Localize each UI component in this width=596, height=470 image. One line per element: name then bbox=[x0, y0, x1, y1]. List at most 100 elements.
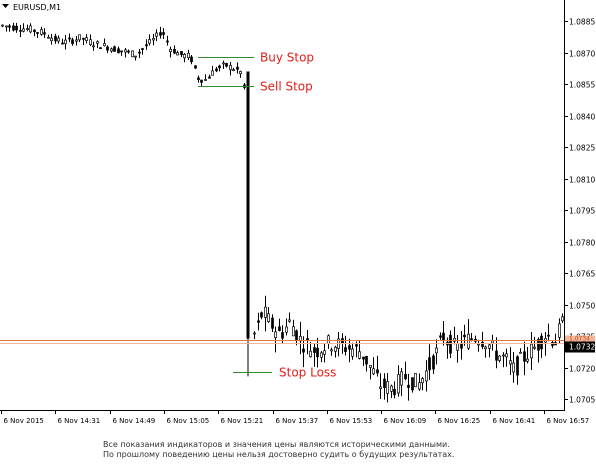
candle-body bbox=[15, 25, 18, 31]
candle-body bbox=[463, 334, 466, 338]
candle-body bbox=[141, 48, 144, 50]
candle-body bbox=[187, 52, 190, 59]
disclaimer-line-2: По прошлому поведению цены нельзя достов… bbox=[103, 450, 455, 459]
candle-body bbox=[467, 333, 470, 349]
candle-body bbox=[264, 306, 267, 318]
candle-body bbox=[390, 385, 393, 392]
candle-body bbox=[285, 326, 288, 333]
candle-body bbox=[495, 350, 498, 361]
candle-body bbox=[477, 343, 480, 346]
candle-body bbox=[96, 41, 99, 44]
candle-body bbox=[190, 56, 193, 63]
time-tick-label: 6 Nov 15:05 bbox=[167, 417, 210, 425]
candle-body bbox=[26, 28, 29, 30]
candle-body bbox=[89, 39, 92, 45]
candle-body bbox=[484, 346, 487, 350]
candle-body bbox=[22, 28, 25, 32]
candle-body bbox=[82, 37, 85, 40]
candle-body bbox=[498, 355, 501, 361]
candle-body bbox=[57, 37, 60, 42]
candle-body bbox=[232, 69, 235, 71]
price-tick-label: 1.0870 bbox=[569, 50, 595, 59]
candle-body bbox=[253, 332, 256, 335]
candle-body bbox=[561, 316, 564, 322]
candle-body bbox=[558, 323, 561, 338]
time-tick-label: 6 Nov 16:09 bbox=[384, 417, 427, 425]
candle-body bbox=[8, 25, 11, 28]
symbol-title: EURUSD,M1 bbox=[13, 3, 61, 12]
candle-body bbox=[155, 32, 158, 37]
time-tick-label: 6 Nov 2015 bbox=[4, 417, 44, 425]
candle-body bbox=[442, 332, 445, 341]
candle-body bbox=[330, 349, 333, 352]
candle-body bbox=[218, 65, 221, 69]
candles bbox=[1, 22, 564, 403]
candle-body bbox=[75, 39, 78, 42]
candle-body bbox=[435, 347, 438, 354]
candle-body bbox=[110, 48, 113, 52]
price-tick-label: 1.0825 bbox=[569, 144, 595, 153]
price-tick-label: 1.0765 bbox=[569, 270, 595, 279]
candle-body bbox=[400, 371, 403, 386]
chart-title[interactable]: EURUSD,M1 bbox=[2, 3, 61, 12]
candle-body bbox=[138, 51, 141, 54]
candle-body bbox=[236, 66, 239, 70]
candle-body bbox=[5, 25, 8, 28]
candle-body bbox=[383, 378, 386, 388]
candle-body bbox=[512, 362, 515, 373]
candle-body bbox=[288, 319, 291, 322]
candle-body bbox=[397, 374, 400, 394]
time-tick-label: 6 Nov 16:25 bbox=[438, 417, 481, 425]
candle-body bbox=[92, 45, 95, 48]
candle-body bbox=[85, 37, 88, 42]
price-tick-label: 1.0885 bbox=[569, 18, 595, 27]
time-tick-label: 6 Nov 16:41 bbox=[493, 417, 536, 425]
level-label: Stop Loss bbox=[279, 366, 336, 380]
candle-body bbox=[393, 388, 396, 396]
candle-body bbox=[68, 37, 71, 40]
candle-body bbox=[257, 320, 260, 323]
candle-body bbox=[211, 70, 214, 76]
time-tick-label: 6 Nov 14:49 bbox=[113, 417, 156, 425]
candle-body bbox=[267, 313, 270, 322]
current-price-marker bbox=[565, 335, 595, 342]
candle-body bbox=[124, 49, 127, 53]
time-axis-ticks: 6 Nov 2015 6 Nov 14:31 6 Nov 14:49 6 Nov 15… bbox=[1, 410, 590, 425]
candle-body bbox=[145, 44, 148, 47]
candle-body bbox=[526, 358, 529, 362]
candle-body bbox=[418, 382, 421, 390]
candle-body bbox=[505, 353, 508, 358]
candle-body bbox=[166, 40, 169, 43]
time-tick-label: 6 Nov 16:57 bbox=[547, 417, 590, 425]
candle-body bbox=[351, 348, 354, 357]
candle-body bbox=[120, 50, 123, 53]
candle-body bbox=[159, 32, 162, 36]
candle-body bbox=[225, 63, 228, 67]
candle-body bbox=[200, 79, 203, 83]
candle-body bbox=[239, 71, 242, 75]
triangle-down-icon[interactable] bbox=[2, 4, 9, 8]
candle-body bbox=[456, 343, 459, 351]
candle-body bbox=[106, 46, 109, 51]
candle-body bbox=[162, 32, 165, 35]
candle-body bbox=[376, 369, 379, 374]
candle-body bbox=[358, 351, 361, 359]
price-tick-label: 1.0720 bbox=[569, 365, 595, 374]
candle-body bbox=[274, 331, 277, 338]
candle-body bbox=[421, 378, 424, 384]
price-tick-label: 1.0840 bbox=[569, 113, 595, 122]
candle-body bbox=[229, 65, 232, 71]
candle-body bbox=[29, 25, 32, 33]
candle-body bbox=[533, 346, 536, 349]
time-tick-label: 6 Nov 15:53 bbox=[330, 417, 373, 425]
candle-body bbox=[540, 335, 543, 350]
price-tick-label: 1.0750 bbox=[569, 302, 595, 311]
candle-body bbox=[50, 37, 53, 42]
candle-body bbox=[260, 312, 263, 318]
candle-body bbox=[519, 351, 522, 354]
candle-body bbox=[1, 24, 4, 27]
candle-body bbox=[295, 330, 298, 341]
candle-body bbox=[292, 326, 295, 337]
breakout-candle-body bbox=[246, 71, 250, 339]
